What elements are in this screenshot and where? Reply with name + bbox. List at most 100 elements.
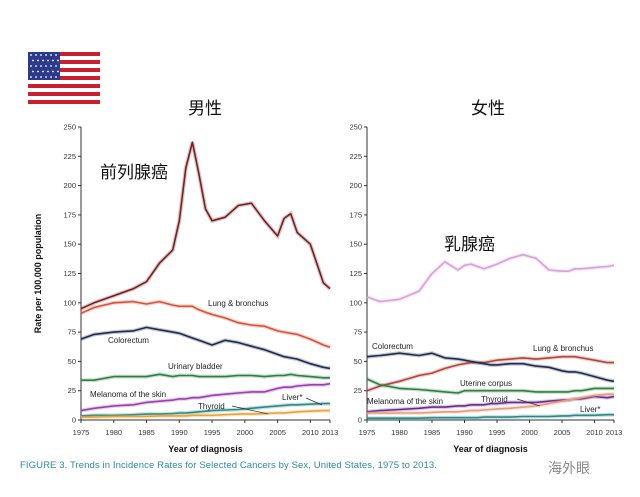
flag-star (50, 54, 52, 56)
flag-stripe (28, 92, 100, 96)
series-label: Urinary bladder (168, 362, 223, 371)
y-tick-label: 150 (349, 240, 362, 249)
y-tick-label: 75 (68, 328, 76, 337)
x-tick-label: 2005 (269, 428, 286, 437)
flag-star (55, 65, 57, 67)
series-glow (366, 252, 615, 304)
flag-stripe (28, 64, 100, 68)
series-line (366, 355, 614, 392)
caption-text: Trends in Incidence Rates for Selected C… (69, 460, 437, 471)
x-tick-label: 1990 (171, 428, 188, 437)
x-tick-label: 1995 (204, 428, 221, 437)
panel-title: 女性 (471, 99, 505, 119)
y-tick-label: 0 (72, 416, 76, 425)
flag-star (30, 65, 32, 67)
flag-star (40, 54, 42, 56)
flag-star (37, 59, 39, 62)
flag-star (52, 59, 54, 62)
x-tick-label: 1995 (489, 428, 506, 437)
flag-stripe (28, 96, 100, 100)
y-tick-label: 200 (63, 181, 76, 190)
flag-stripe (28, 72, 100, 76)
x-tick-label: 1980 (105, 428, 122, 437)
y-tick-label: 225 (63, 152, 76, 161)
flag-star (55, 54, 57, 56)
label-pointer (231, 405, 269, 415)
x-tick-label: 1980 (391, 428, 408, 437)
series-line (367, 393, 614, 414)
series-label: Melanoma of the skin (90, 390, 166, 399)
flag-star (45, 76, 47, 78)
y-tick-label: 150 (63, 240, 76, 249)
x-axis-title: Year of diagnosis (168, 444, 243, 454)
flag-star (40, 65, 42, 67)
y-tick-label: 100 (349, 298, 362, 307)
series-label: Thyroid (481, 395, 508, 404)
series-line (366, 253, 615, 303)
x-tick-label: 2010 (586, 428, 603, 437)
flag-star (45, 54, 47, 56)
figure-caption: FIGURE 3. Trends in Incidence Rates for … (20, 460, 437, 471)
flag-star (35, 76, 37, 78)
flag-star (57, 59, 59, 62)
x-axis-title: Year of diagnosis (453, 444, 528, 454)
flag-stripe (28, 76, 100, 80)
annotation-label: 乳腺癌 (444, 235, 495, 255)
flag-star (50, 76, 52, 78)
flag-star (45, 65, 47, 67)
x-tick-label: 2000 (236, 428, 253, 437)
flag-star (55, 76, 57, 78)
flag-stripe (28, 84, 100, 88)
y-tick-label: 125 (349, 269, 362, 278)
x-tick-label: 2010 (302, 428, 319, 437)
x-tick-label: 2000 (521, 428, 538, 437)
y-tick-label: 50 (68, 357, 76, 366)
flag-star (47, 70, 49, 73)
y-tick-label: 25 (68, 386, 76, 395)
y-tick-label: 200 (349, 181, 362, 190)
flag-star (50, 65, 52, 67)
flag-star (35, 54, 37, 56)
panel-title: 男性 (188, 99, 222, 119)
series-line (80, 382, 331, 412)
y-tick-label: 25 (354, 386, 362, 395)
x-tick-label: 2013 (606, 428, 623, 437)
flag-star (32, 70, 34, 73)
x-tick-label: 1990 (456, 428, 473, 437)
watermark: 海外眼 (548, 461, 590, 477)
series-label: Thyroid (198, 402, 225, 411)
x-tick-label: 2013 (322, 428, 339, 437)
y-axis-title: Rate per 100,000 population (33, 214, 43, 334)
x-tick-label: 1985 (424, 428, 441, 437)
y-tick-label: 0 (358, 416, 362, 425)
y-tick-label: 50 (354, 357, 362, 366)
flag-stripe (28, 60, 100, 64)
series-line (80, 326, 331, 370)
flag-star (42, 59, 44, 62)
flag-canton (28, 52, 60, 80)
label-pointer (516, 398, 541, 407)
annotation-label: 前列腺癌 (100, 163, 168, 183)
flag-stripe (28, 56, 100, 60)
flag-stripe (28, 80, 100, 84)
series-line (367, 413, 614, 420)
series-label: Colorectum (108, 336, 149, 345)
flag-star (35, 65, 37, 67)
y-tick-label: 250 (349, 123, 362, 132)
flag-star (40, 76, 42, 78)
series-label: Melanoma of the skin (367, 397, 443, 406)
y-tick-label: 250 (63, 123, 76, 132)
flag-star (47, 59, 49, 62)
series-label: Lung & bronchus (533, 344, 594, 353)
y-tick-label: 125 (63, 269, 76, 278)
x-tick-label: 2005 (554, 428, 571, 437)
y-tick-label: 225 (349, 152, 362, 161)
series-label: Colorectum (372, 342, 413, 351)
y-tick-label: 175 (63, 210, 76, 219)
flag-star (52, 70, 54, 73)
series-line (81, 373, 330, 382)
flag-star (30, 76, 32, 78)
series-line (81, 409, 330, 418)
